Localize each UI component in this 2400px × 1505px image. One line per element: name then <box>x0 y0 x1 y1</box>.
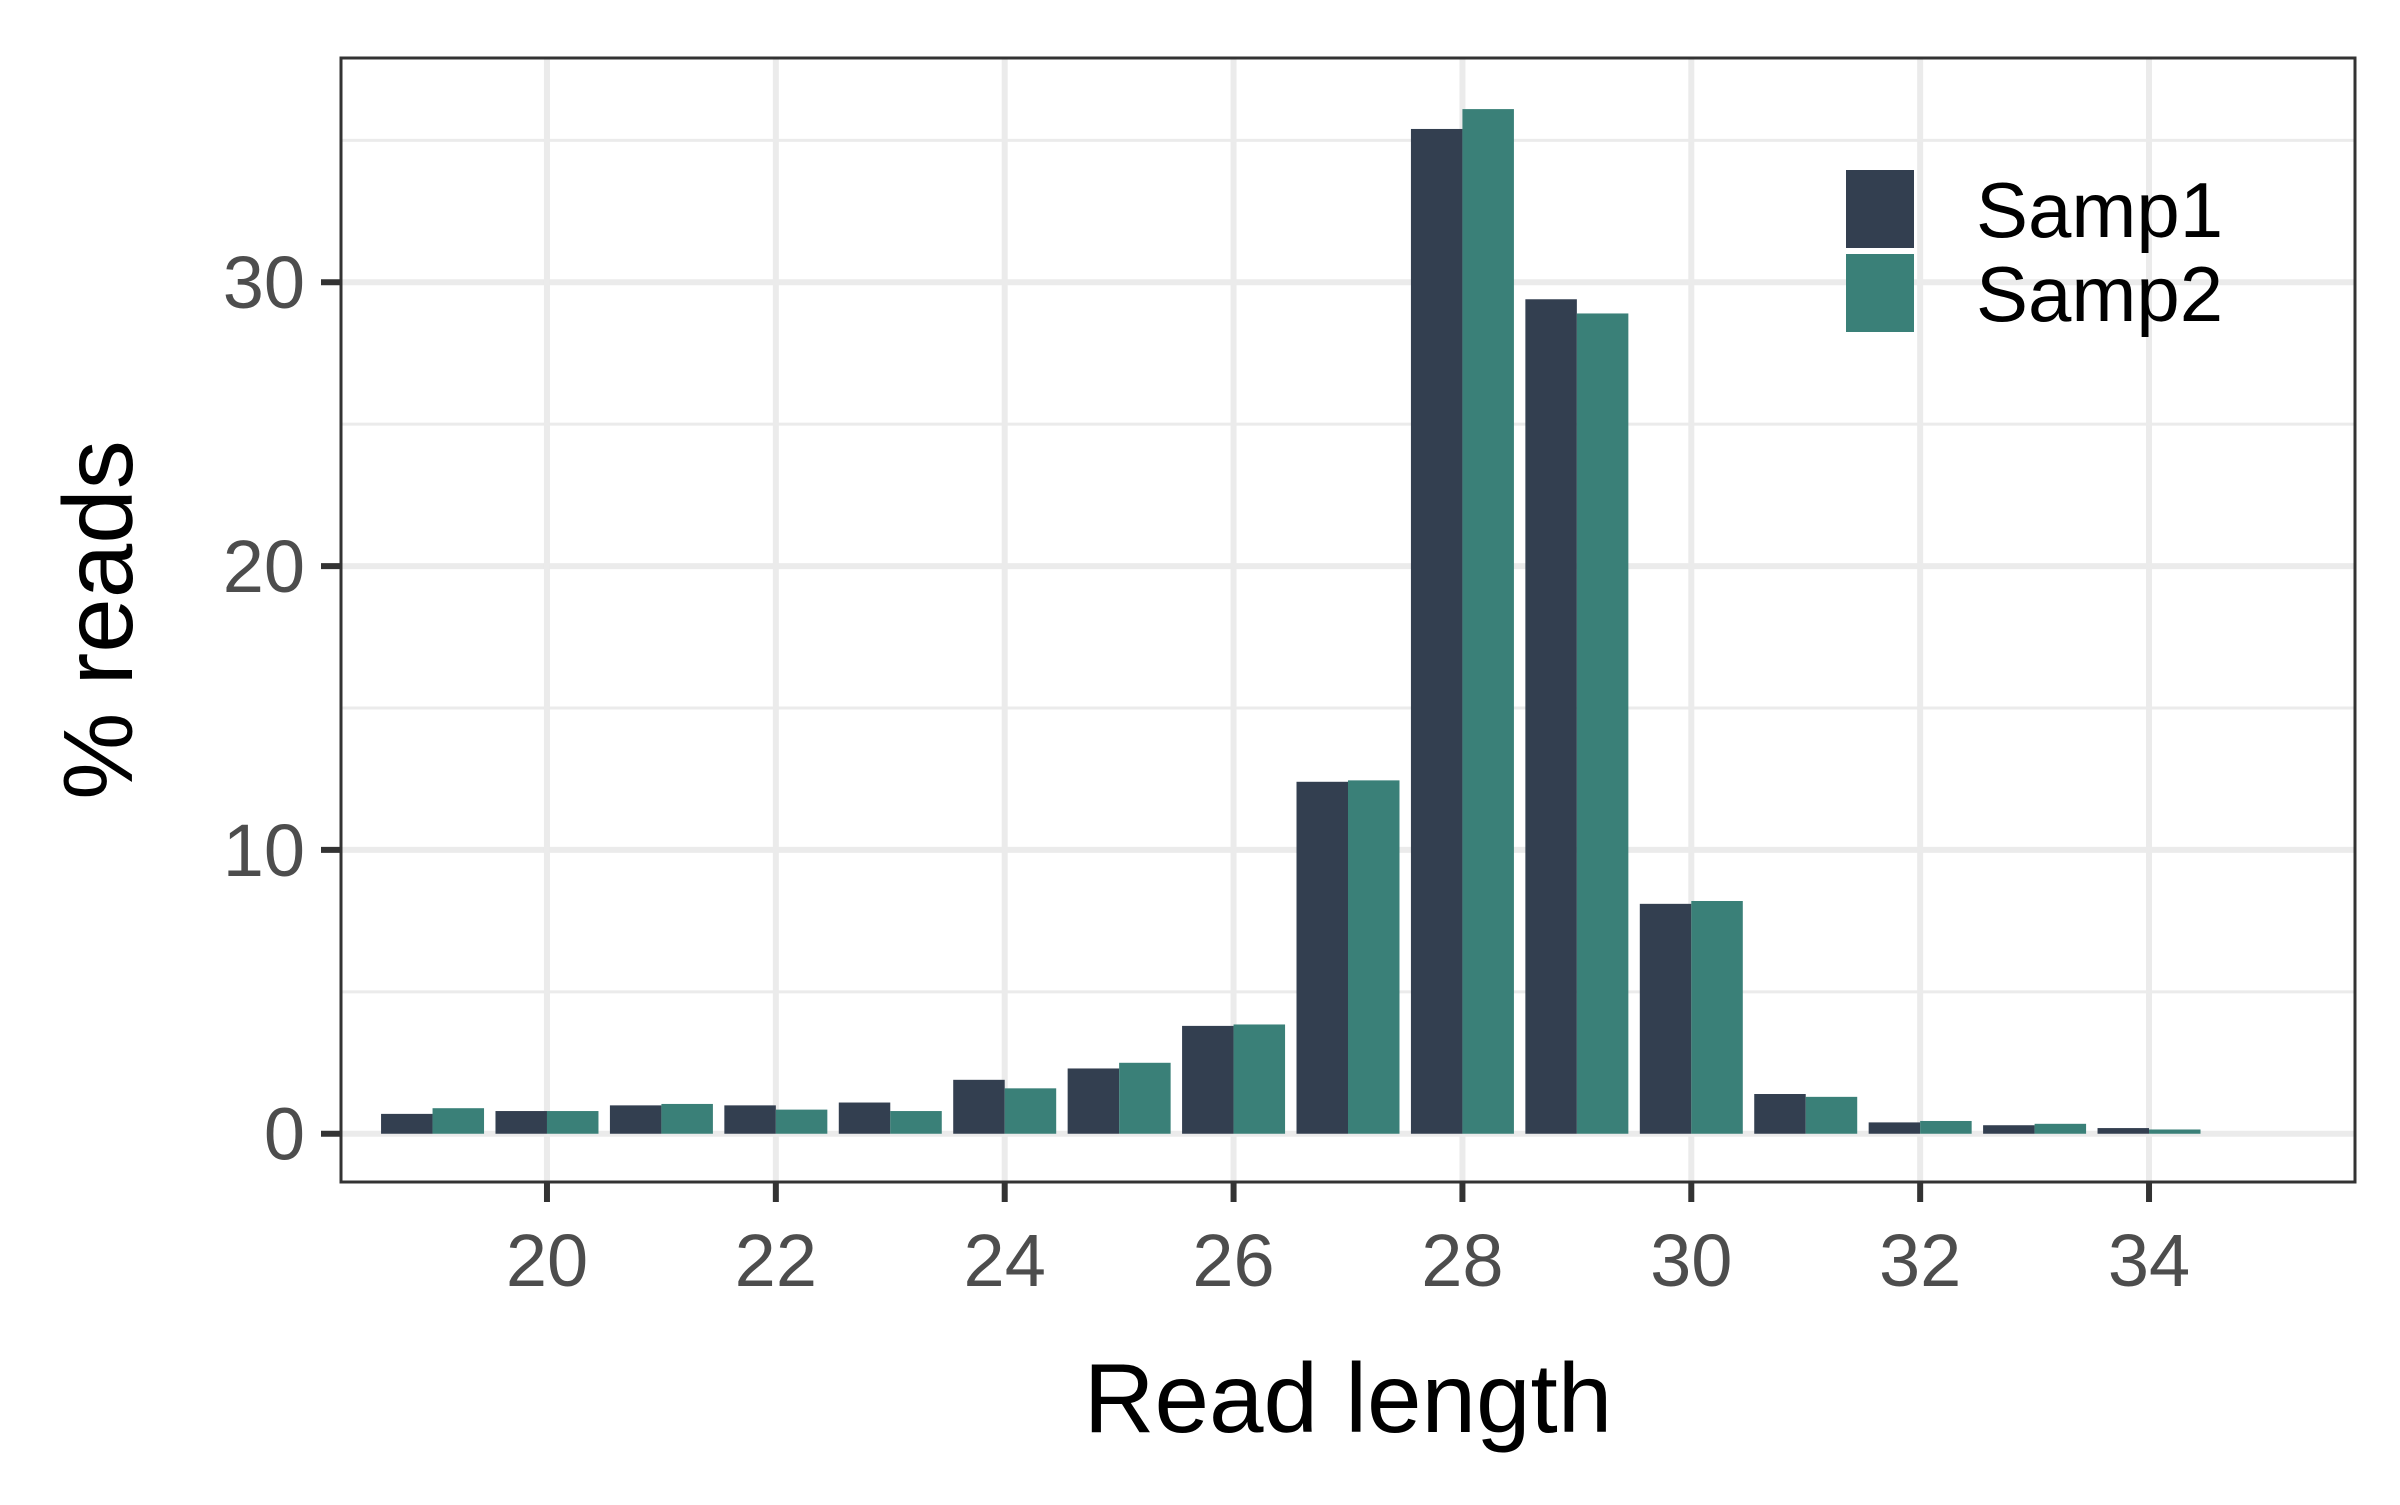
bar-samp2-26 <box>1233 1024 1286 1134</box>
bar-samp2-25 <box>1119 1062 1171 1134</box>
bar-samp2-29 <box>1576 313 1629 1134</box>
bar-samp2-20 <box>546 1111 599 1134</box>
bar-samp1-20 <box>495 1111 547 1134</box>
y-tick-label: 30 <box>223 241 305 324</box>
bar-samp2-33 <box>2034 1123 2087 1134</box>
bars <box>381 109 2201 1134</box>
y-tick-label: 10 <box>223 809 305 892</box>
y-axis: 0 10 20 30 <box>223 241 341 1176</box>
bar-samp1-23 <box>838 1102 891 1134</box>
bar-samp2-32 <box>1920 1120 1972 1134</box>
x-tick-label: 34 <box>2108 1219 2190 1302</box>
bar-samp1-26 <box>1182 1025 1234 1134</box>
bar-samp1-28 <box>1410 128 1463 1134</box>
x-tick-label: 24 <box>964 1219 1046 1302</box>
bar-samp1-32 <box>1868 1122 1921 1134</box>
y-tick-label: 20 <box>223 525 305 608</box>
bar-samp1-24 <box>953 1079 1005 1134</box>
bar-samp1-34 <box>2097 1128 2150 1134</box>
bar-samp2-22 <box>775 1109 828 1134</box>
x-tick-label: 32 <box>1879 1219 1961 1302</box>
x-tick-label: 22 <box>735 1219 817 1302</box>
bar-samp1-25 <box>1067 1068 1120 1134</box>
x-tick-label: 20 <box>506 1219 588 1302</box>
bar-samp1-31 <box>1754 1094 1806 1134</box>
bar-samp2-31 <box>1805 1096 1858 1134</box>
grid-lines <box>341 58 2355 1182</box>
bar-samp2-28 <box>1462 109 1514 1134</box>
bar-samp1-29 <box>1525 299 1577 1134</box>
bar-samp1-27 <box>1296 781 1348 1134</box>
bar-samp2-27 <box>1348 780 1400 1134</box>
x-tick-label: 26 <box>1192 1219 1274 1302</box>
plot-border <box>339 56 2357 1184</box>
bar-samp1-22 <box>724 1105 776 1134</box>
legend-key-samp2 <box>1846 254 1914 332</box>
bar-samp1-30 <box>1639 903 1692 1134</box>
bar-samp1-33 <box>1983 1125 2035 1134</box>
bar-samp2-30 <box>1691 901 1743 1134</box>
y-tick-label: 0 <box>264 1093 305 1176</box>
bar-samp1-19 <box>381 1113 433 1134</box>
x-tick-label: 28 <box>1421 1219 1503 1302</box>
bar-samp1-21 <box>609 1105 662 1134</box>
x-axis: 20 22 24 26 28 30 32 34 <box>506 1182 2190 1302</box>
bar-samp2-23 <box>890 1111 942 1134</box>
x-axis-title: Read length <box>1084 1343 1613 1453</box>
bar-samp2-19 <box>432 1108 485 1134</box>
bar-samp2-21 <box>661 1103 713 1134</box>
bar-samp2-34 <box>2149 1129 2201 1134</box>
legend-key-samp1 <box>1846 170 1914 248</box>
legend-label-samp2: Samp2 <box>1976 250 2223 338</box>
legend-label-samp1: Samp1 <box>1976 166 2223 254</box>
y-axis-title: % reads <box>43 440 153 800</box>
bar-samp2-24 <box>1004 1088 1057 1134</box>
x-tick-label: 30 <box>1650 1219 1732 1302</box>
